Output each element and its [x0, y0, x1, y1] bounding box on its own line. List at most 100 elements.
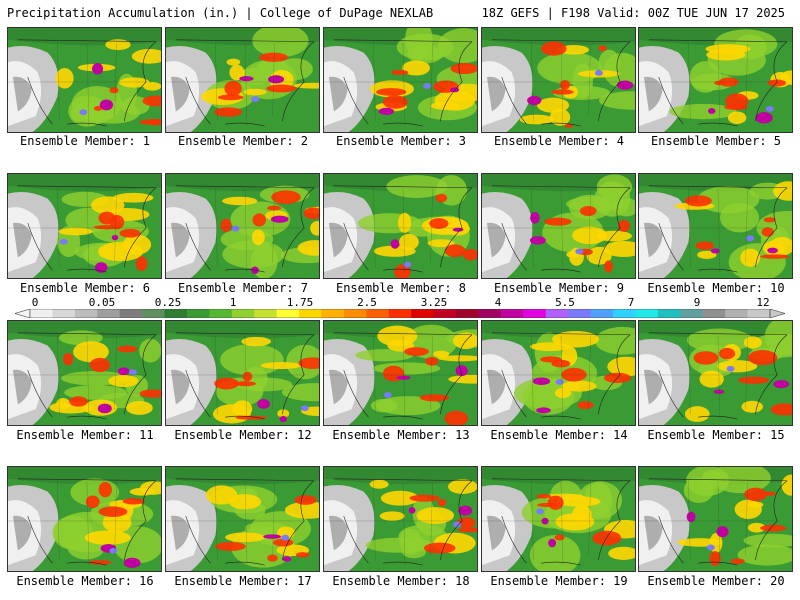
ensemble-map-panel: [481, 320, 636, 426]
precip-patch: [594, 69, 603, 76]
colorbar-swatch: [500, 309, 524, 318]
precip-patch: [117, 345, 138, 353]
precip-patch: [239, 76, 254, 82]
precip-patch: [281, 383, 319, 402]
precip-patch: [64, 385, 128, 400]
precip-patch: [740, 248, 761, 267]
precip-patch: [747, 350, 778, 366]
precip-patch: [767, 247, 778, 254]
precip-patch: [123, 557, 141, 568]
precip-patch: [423, 83, 431, 89]
precip-patch: [310, 220, 319, 236]
border-line: [175, 39, 315, 43]
state-lines: [8, 480, 147, 566]
colorbar-swatch: [209, 309, 233, 318]
precip-patch: [282, 556, 292, 562]
precip-patch: [408, 507, 416, 514]
state-lines: [482, 480, 621, 566]
precip-patch: [293, 82, 319, 89]
precip-patch: [98, 211, 116, 225]
colorbar-tick: 0.05: [88, 296, 116, 309]
precip-patch: [231, 225, 240, 232]
precip-patch: [378, 107, 395, 115]
precip-patch: [119, 77, 150, 88]
precip-patch: [555, 379, 564, 385]
precip-patch: [97, 241, 144, 262]
ensemble-map-panel: [638, 320, 793, 426]
precip-patch: [251, 96, 260, 103]
precip-patch: [603, 52, 635, 88]
precip-patch: [295, 552, 310, 558]
dry-west-region: [170, 222, 190, 258]
precip-patch: [759, 254, 790, 259]
dry-west-region: [12, 369, 32, 405]
precip-patch: [235, 415, 268, 420]
dry-west-region: [486, 369, 506, 405]
precip-patch: [229, 64, 245, 81]
precip-patch: [693, 351, 719, 365]
precip-patch: [705, 44, 751, 54]
precip-patch: [281, 534, 290, 541]
precip-patch: [277, 526, 295, 540]
colorbar-tick: 3.25: [420, 296, 448, 309]
precip-patch: [743, 533, 792, 548]
precip-patch: [380, 490, 419, 506]
precip-patch: [616, 80, 634, 90]
precip-patch: [224, 80, 242, 97]
precip-patch: [741, 400, 764, 413]
colorbar-swatch: [366, 309, 390, 318]
precip-patch: [398, 212, 412, 233]
precip-patch: [608, 546, 635, 560]
precip-patch: [131, 48, 161, 64]
precip-patch: [92, 63, 104, 75]
ensemble-map-panel: [481, 27, 636, 133]
ensemble-member-label: Ensemble Member: 14: [490, 428, 628, 442]
precip-patch: [435, 193, 448, 203]
precip-patch: [566, 196, 626, 212]
precip-patch: [773, 181, 792, 201]
precip-patch: [99, 99, 114, 111]
ensemble-map-panel: [323, 466, 478, 572]
precip-patch: [90, 196, 125, 215]
precip-patch: [594, 326, 635, 355]
northern-green-band: [482, 321, 635, 339]
precip-patch: [242, 371, 253, 382]
precip-patch: [241, 336, 272, 347]
precip-patch: [607, 356, 635, 377]
border-line: [333, 39, 473, 43]
precip-patch: [143, 82, 161, 91]
precip-patch: [135, 256, 148, 272]
precip-patch: [89, 357, 110, 373]
precip-patch: [369, 479, 389, 489]
state-lines: [482, 187, 621, 273]
ensemble-member-label: Ensemble Member: 8: [335, 281, 467, 295]
colorbar-swatch: [456, 309, 479, 318]
dry-west-region: [486, 222, 506, 258]
precip-patch: [271, 190, 301, 204]
precip-patch: [537, 52, 602, 85]
precip-patch: [437, 499, 447, 507]
colorbar-swatch: [299, 309, 322, 318]
precip-patch: [453, 521, 462, 528]
colorbar-swatch: [186, 309, 210, 318]
precip-patch: [294, 495, 317, 505]
border-line: [491, 185, 631, 189]
precip-patch: [102, 512, 132, 533]
precip-patch: [233, 381, 256, 387]
colorbar-swatch: [411, 309, 434, 318]
precip-patch: [73, 341, 109, 363]
colorbar-tick: 5.5: [555, 296, 575, 309]
precip-patch: [695, 241, 715, 250]
precip-patch: [755, 112, 773, 124]
colorbar-swatch: [164, 309, 188, 318]
state-lines: [324, 187, 463, 273]
dry-west-region: [643, 76, 663, 112]
precip-patch: [59, 238, 68, 245]
precip-patch: [463, 248, 477, 261]
colorbar-tick: 1: [229, 296, 237, 309]
state-lines: [639, 41, 778, 127]
colorbar-swatch: [657, 309, 681, 318]
northern-green-band: [482, 28, 635, 46]
border-line: [175, 332, 315, 336]
precip-patch: [119, 228, 141, 238]
